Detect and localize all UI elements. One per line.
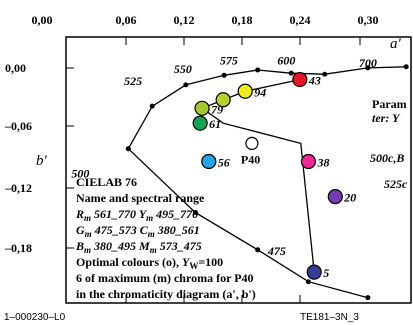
locus-dot xyxy=(192,210,198,216)
x-tick-labels: 0,00 0,06 0,12 0,18 0,24 0,30 xyxy=(32,13,379,27)
y-tick-label: –0,12 xyxy=(4,181,32,195)
legend-row-1: Rm 561_770 Ym 495_770 xyxy=(75,207,198,223)
legend-row-2: Gm 475_573 Cm 380_561 xyxy=(76,223,200,239)
x-axis-label: a' xyxy=(390,36,402,52)
legend-row-3: Bm 380_495 Mm 573_475 xyxy=(75,239,202,255)
legend-row-5: 6 of maximum (m) chroma for P40 xyxy=(76,271,254,285)
colour-point xyxy=(327,189,343,205)
colour-point-label: 20 xyxy=(343,191,356,205)
locus-dot xyxy=(403,64,409,70)
colour-point xyxy=(292,71,308,88)
wavelength-label: 575 xyxy=(220,54,238,68)
colour-point-label: 5 xyxy=(323,266,329,280)
legend-subtitle: Name and spectral range xyxy=(76,191,205,205)
right-label-ter: ter: Y xyxy=(372,111,401,125)
colour-point-label: 79 xyxy=(211,102,223,116)
locus-dot xyxy=(255,67,261,73)
legend-block: CIELAB 76 Name and spectral range Rm 561… xyxy=(75,175,256,301)
colour-point xyxy=(306,264,322,280)
colour-point xyxy=(300,153,317,170)
tick-marks xyxy=(66,37,361,303)
locus-dot xyxy=(288,70,294,76)
locus-dot xyxy=(365,65,371,71)
locus-dot xyxy=(305,279,311,285)
right-label-param: Param xyxy=(372,97,407,111)
y-axis-label: b' xyxy=(36,153,48,169)
locus-dot xyxy=(149,103,155,109)
legend-title: CIELAB 76 xyxy=(76,175,137,189)
locus-dot xyxy=(125,146,131,152)
colour-point xyxy=(194,100,210,116)
colour-point xyxy=(237,83,253,99)
locus-dot xyxy=(365,295,371,301)
white-point-label: P40 xyxy=(241,152,260,166)
footer-right: TE181–3N_3 xyxy=(300,312,359,323)
locus-dot xyxy=(221,72,227,78)
colour-point-label: 61 xyxy=(209,117,221,131)
locus-dot xyxy=(183,82,189,88)
y-tick-label: –0,06 xyxy=(4,119,32,133)
spectral-locus-line xyxy=(127,66,407,150)
colour-point-label: 56 xyxy=(218,155,230,169)
curves xyxy=(125,64,409,301)
wavelength-label: 600 xyxy=(277,54,295,68)
right-label-525c: 525c xyxy=(384,177,408,191)
x-tick-label: 0,24 xyxy=(290,13,311,27)
y-tick-label: –0,18 xyxy=(4,241,32,255)
colour-point-label: 94 xyxy=(254,85,266,99)
x-tick-label: 0,06 xyxy=(116,13,137,27)
wavelength-label: 475 xyxy=(267,244,286,258)
wavelength-label: 700 xyxy=(359,56,377,70)
x-tick-label: 0,12 xyxy=(174,13,195,27)
right-label-500c: 500c,B xyxy=(370,151,404,165)
locus-dot xyxy=(322,71,328,77)
colour-point xyxy=(192,115,208,131)
x-tick-label: 0,30 xyxy=(358,13,379,27)
locus-dot xyxy=(255,247,261,253)
legend-row-4: Optimal colours (o), YW=100 xyxy=(76,255,223,271)
y-tick-label: 0,00 xyxy=(5,61,26,75)
plot-frame xyxy=(65,36,412,304)
colour-point-label: 43 xyxy=(308,74,321,88)
wavelength-label: 500 xyxy=(71,166,89,180)
x-tick-label: 0,18 xyxy=(232,13,253,27)
legend-row-6: in the chromaticity diagram (a', b') xyxy=(76,287,256,301)
wavelength-label: 525 xyxy=(124,74,142,88)
x-tick-label: 0,00 xyxy=(32,13,53,27)
white-point-p40 xyxy=(245,136,259,150)
footer-left: 1–000230–L0 xyxy=(4,312,66,323)
wavelength-labels: 500 525 550 575 600 700 475 xyxy=(71,54,377,258)
wavelength-label: 550 xyxy=(174,62,192,76)
y-tick-labels: 0,00 –0,06 –0,12 –0,18 xyxy=(4,61,32,255)
colour-point-label: 38 xyxy=(316,155,329,169)
colour-point xyxy=(215,92,231,108)
colour-point xyxy=(201,153,217,170)
